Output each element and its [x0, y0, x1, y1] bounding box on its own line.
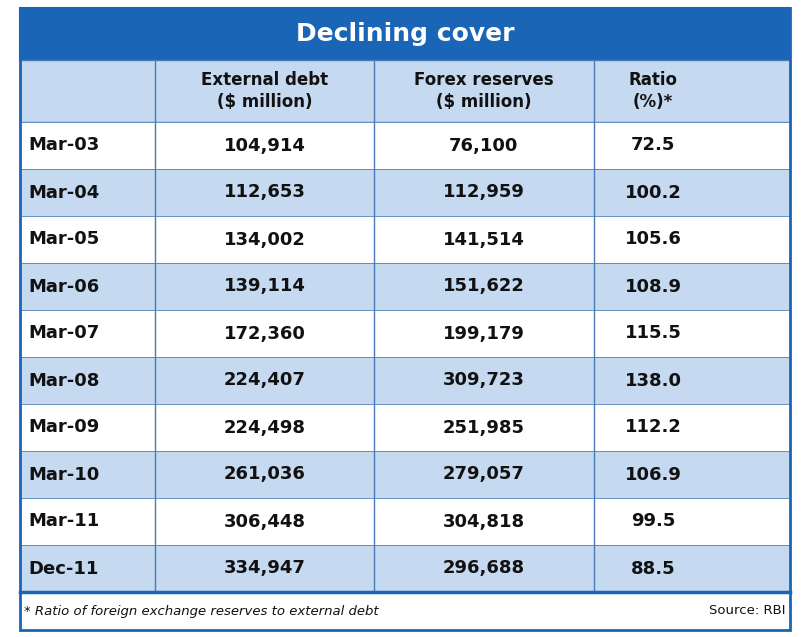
Text: 108.9: 108.9: [625, 278, 682, 296]
Text: Forex reserves
($ million): Forex reserves ($ million): [414, 71, 554, 111]
Text: Mar-10: Mar-10: [28, 466, 100, 483]
Text: * Ratio of foreign exchange reserves to external debt: * Ratio of foreign exchange reserves to …: [24, 605, 379, 617]
Bar: [20, 60, 790, 122]
Text: 251,985: 251,985: [443, 419, 525, 436]
Bar: [20, 545, 790, 592]
Text: 138.0: 138.0: [625, 371, 682, 389]
Bar: [20, 357, 790, 404]
Text: 296,688: 296,688: [443, 559, 525, 578]
Text: 279,057: 279,057: [443, 466, 525, 483]
Text: 76,100: 76,100: [450, 136, 518, 155]
Text: Mar-04: Mar-04: [28, 183, 100, 201]
Bar: [20, 310, 790, 357]
Text: External debt
($ million): External debt ($ million): [201, 71, 328, 111]
Bar: [20, 592, 790, 630]
Text: 112,959: 112,959: [443, 183, 525, 201]
Bar: [20, 451, 790, 498]
Text: 72.5: 72.5: [631, 136, 676, 155]
Bar: [20, 263, 790, 310]
Text: Mar-06: Mar-06: [28, 278, 100, 296]
Text: 199,179: 199,179: [443, 324, 525, 343]
Text: Mar-08: Mar-08: [28, 371, 100, 389]
Text: Ratio
(%)*: Ratio (%)*: [629, 71, 678, 111]
Bar: [20, 8, 790, 60]
Text: 304,818: 304,818: [443, 513, 525, 531]
Text: 88.5: 88.5: [631, 559, 676, 578]
Text: 134,002: 134,002: [224, 231, 305, 248]
Text: 224,407: 224,407: [224, 371, 305, 389]
Text: Mar-09: Mar-09: [28, 419, 100, 436]
Text: 172,360: 172,360: [224, 324, 305, 343]
Text: 99.5: 99.5: [631, 513, 676, 531]
Bar: [20, 216, 790, 263]
Text: 334,947: 334,947: [224, 559, 305, 578]
Text: 115.5: 115.5: [625, 324, 681, 343]
Text: 112,653: 112,653: [224, 183, 305, 201]
Text: 104,914: 104,914: [224, 136, 305, 155]
Text: 309,723: 309,723: [443, 371, 525, 389]
Text: Mar-05: Mar-05: [28, 231, 100, 248]
Text: 261,036: 261,036: [224, 466, 305, 483]
Text: 139,114: 139,114: [224, 278, 305, 296]
Text: Source: RBI: Source: RBI: [710, 605, 786, 617]
Text: 151,622: 151,622: [443, 278, 525, 296]
Text: 105.6: 105.6: [625, 231, 681, 248]
Text: 224,498: 224,498: [224, 419, 305, 436]
Bar: [20, 169, 790, 216]
Text: 106.9: 106.9: [625, 466, 681, 483]
Text: Mar-07: Mar-07: [28, 324, 100, 343]
Text: Mar-11: Mar-11: [28, 513, 100, 531]
Text: Dec-11: Dec-11: [28, 559, 99, 578]
Bar: [20, 498, 790, 545]
Text: 306,448: 306,448: [224, 513, 305, 531]
Text: 100.2: 100.2: [625, 183, 681, 201]
Text: Mar-03: Mar-03: [28, 136, 100, 155]
Text: 112.2: 112.2: [625, 419, 681, 436]
Text: Declining cover: Declining cover: [296, 22, 514, 46]
Text: 141,514: 141,514: [443, 231, 525, 248]
Bar: [20, 404, 790, 451]
Bar: [20, 122, 790, 169]
